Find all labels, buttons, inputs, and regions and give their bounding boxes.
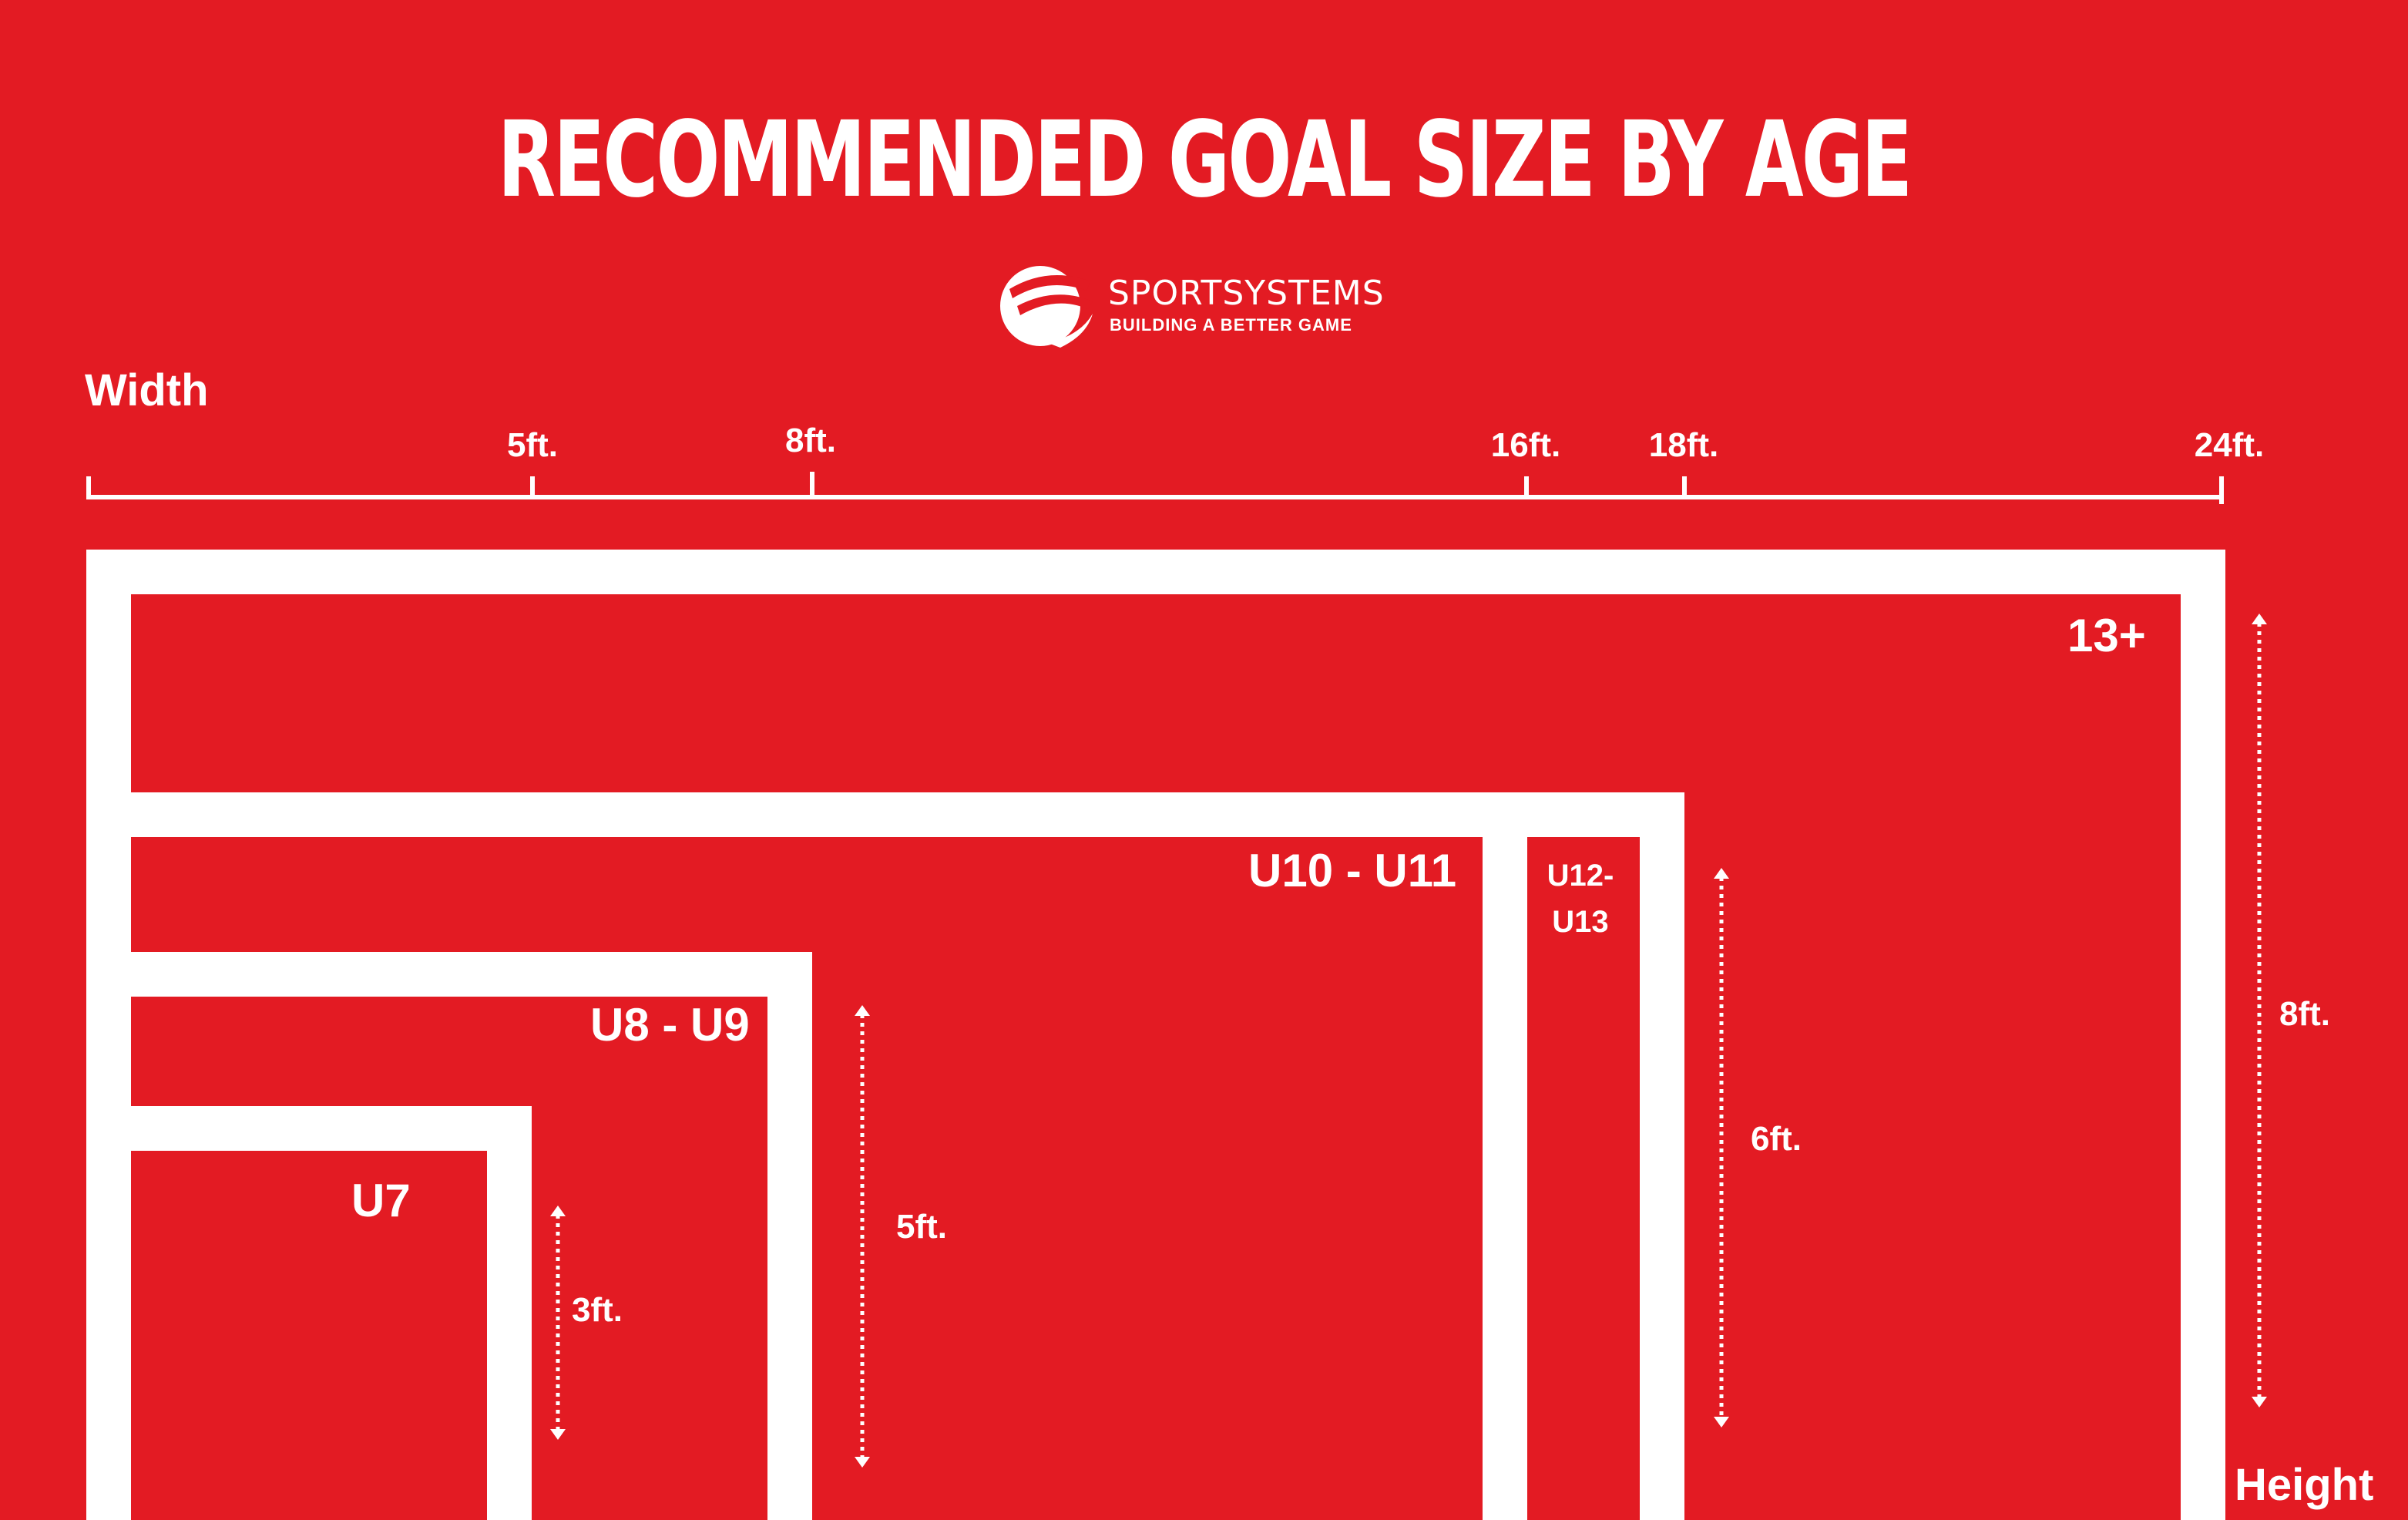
width-axis-line [86, 495, 2222, 499]
page-title: RECOMMENDED GOAL SIZE BY AGE [497, 99, 1913, 221]
tick-label-24ft: 24ft. [2194, 426, 2265, 464]
height-arrow-6ft [1714, 868, 1729, 1428]
height-arrow-3ft [550, 1206, 566, 1440]
soccer-ball-swoosh-icon [1000, 266, 1093, 348]
width-axis-tick-18ft [1682, 476, 1687, 499]
goal-label-u8-u9: U8 - U9 [590, 999, 750, 1051]
tick-label-16ft: 16ft. [1490, 426, 1561, 464]
goal-post-u10-u11 [1483, 792, 1527, 1520]
width-axis-tick-0 [86, 476, 91, 499]
goal-frame-u7 [86, 1106, 532, 1520]
height-arrow-8ft [2252, 614, 2267, 1407]
brand-tagline: BUILDING A BETTER GAME [1110, 315, 1352, 335]
width-axis-tick-5ft [530, 476, 535, 499]
goal-frame-u8-u9 [86, 952, 812, 1520]
goal-label-u12-u13: U12- U13 [1540, 852, 1621, 945]
width-axis-tick-24ft [2219, 476, 2224, 504]
goal-frame-u12-u13 [86, 792, 1684, 1520]
height-label-6ft: 6ft. [1751, 1120, 1802, 1158]
goal-frame-13plus [86, 550, 2225, 1520]
height-axis-label: Height [2235, 1460, 2374, 1510]
height-label-3ft: 3ft. [572, 1291, 623, 1329]
goal-label-13plus: 13+ [2067, 610, 2146, 661]
tick-label-18ft: 18ft. [1648, 426, 1719, 464]
goal-label-u12-u13-line2: U13 [1552, 905, 1609, 939]
goal-label-u7: U7 [351, 1175, 411, 1226]
width-axis-tick-8ft [810, 472, 814, 499]
goal-label-u10-u11: U10 - U11 [1248, 845, 1457, 896]
height-label-5ft: 5ft. [896, 1208, 947, 1246]
sportsystems-logo: SPORTSYSTEMS BUILDING A BETTER GAME [994, 258, 1426, 351]
width-axis-label: Width [85, 365, 209, 415]
tick-label-5ft: 5ft. [507, 426, 558, 464]
tick-label-8ft: 8ft. [785, 422, 836, 459]
goal-label-u12-u13-line1: U12- [1547, 859, 1614, 893]
brand-name: SPORTSYSTEMS [1108, 274, 1385, 313]
width-axis-tick-16ft [1524, 476, 1529, 499]
height-arrow-5ft [855, 1005, 870, 1468]
height-label-8ft: 8ft. [2279, 995, 2330, 1033]
